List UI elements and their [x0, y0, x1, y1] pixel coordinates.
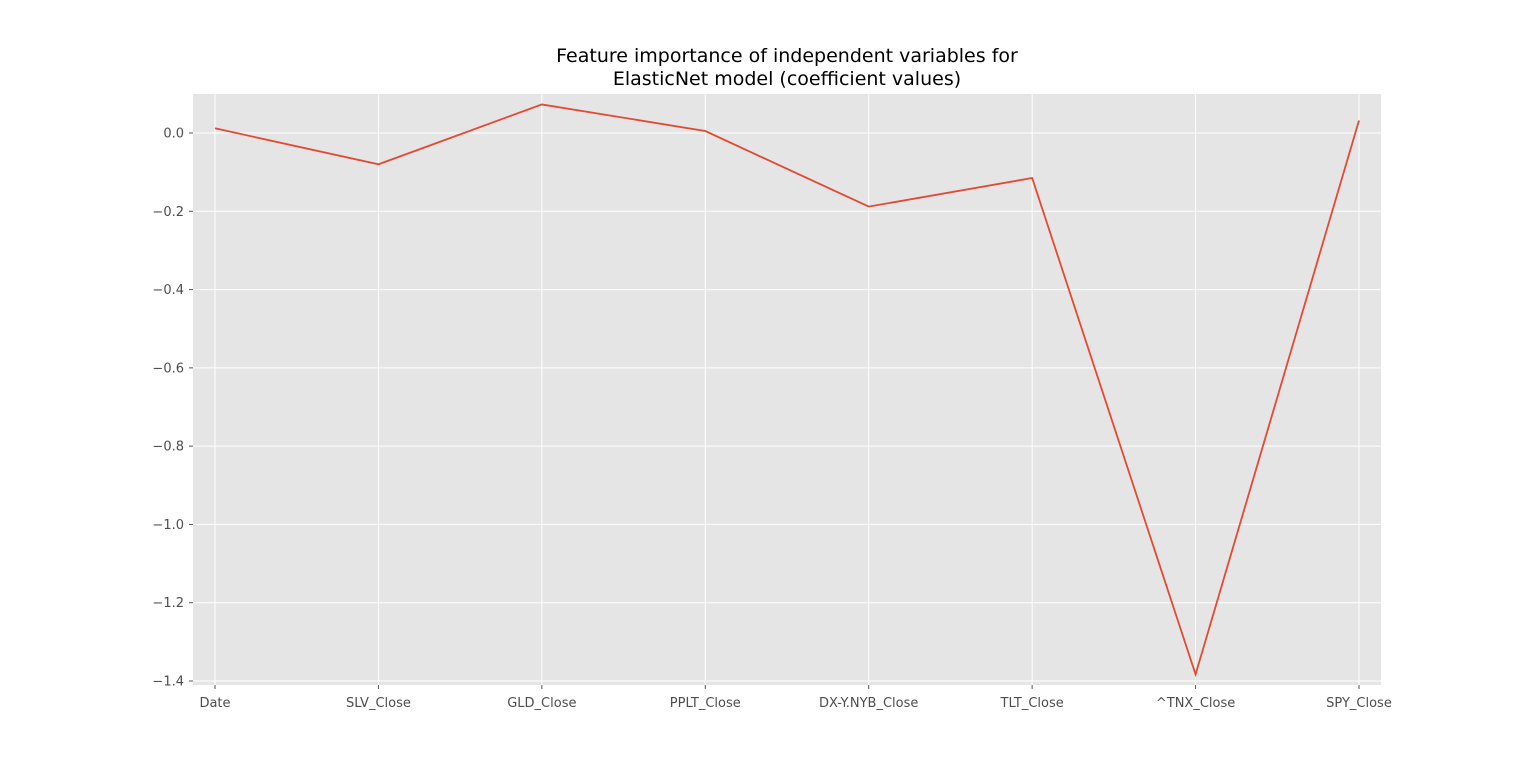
series-line — [214, 103, 1360, 678]
y-tick-label: −1.0 — [152, 518, 184, 533]
x-tick-label: TLT_Close — [1000, 696, 1064, 711]
y-tick-label: 0.0 — [163, 127, 184, 142]
y-axis-ticks: 0.0 −0.2 −0.4 −0.6 −0.8 −1.0 −1.2 −1.4 — [152, 127, 193, 690]
x-tick-label: SLV_Close — [346, 696, 411, 711]
chart-title-line-2: ElasticNet model (coefficient values) — [613, 68, 961, 90]
y-tick-label: −0.2 — [152, 205, 184, 220]
chart-title-line-1: Feature importance of independent variab… — [556, 45, 1018, 67]
x-tick-label: ^TNX_Close — [1156, 696, 1235, 711]
x-tick-label: GLD_Close — [507, 696, 576, 711]
plot-area — [193, 94, 1381, 685]
y-tick-label: −0.4 — [152, 283, 184, 298]
x-axis-ticks: Date SLV_Close GLD_Close PPLT_Close DX-Y.NYB… — [199, 685, 1392, 711]
y-tick-label: −1.2 — [152, 596, 184, 611]
grid-lines — [193, 94, 1381, 685]
y-tick-label: −0.8 — [152, 440, 184, 455]
y-tick-label: −1.4 — [152, 675, 184, 690]
x-tick-label: DX-Y.NYB_Close — [819, 696, 918, 711]
series-layer — [214, 103, 1360, 678]
x-tick-label: SPY_Close — [1326, 696, 1392, 711]
x-tick-label: PPLT_Close — [670, 696, 741, 711]
y-tick-label: −0.6 — [152, 361, 184, 376]
x-tick-label: Date — [199, 696, 230, 711]
